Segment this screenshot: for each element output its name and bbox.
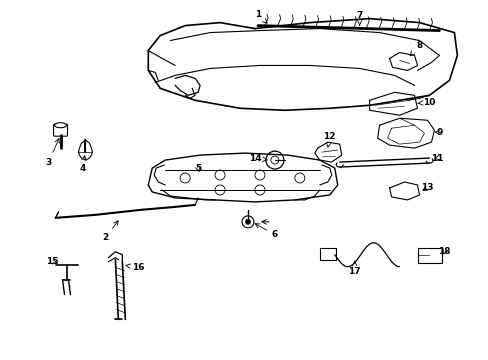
Text: 3: 3 [45, 139, 59, 167]
Text: 13: 13 [420, 184, 433, 193]
FancyBboxPatch shape [53, 124, 67, 136]
Text: 4: 4 [79, 156, 86, 172]
Text: 6: 6 [255, 224, 278, 239]
Circle shape [245, 219, 250, 224]
Bar [319, 248, 335, 260]
Bar [417, 248, 442, 263]
Ellipse shape [336, 162, 343, 167]
Text: 17: 17 [347, 261, 360, 276]
Text: 16: 16 [126, 263, 144, 272]
Text: 2: 2 [102, 221, 118, 242]
Ellipse shape [55, 123, 66, 128]
Text: 10: 10 [417, 98, 435, 107]
Text: 12: 12 [323, 132, 335, 147]
Text: 1: 1 [254, 10, 266, 23]
Text: 9: 9 [434, 128, 442, 137]
Text: 14: 14 [248, 154, 266, 163]
Text: 11: 11 [430, 154, 443, 163]
Ellipse shape [425, 158, 432, 163]
Text: 18: 18 [437, 247, 450, 256]
Text: 15: 15 [46, 257, 59, 266]
Text: 8: 8 [409, 41, 422, 56]
Text: 7: 7 [356, 11, 362, 26]
Text: 5: 5 [195, 163, 201, 172]
